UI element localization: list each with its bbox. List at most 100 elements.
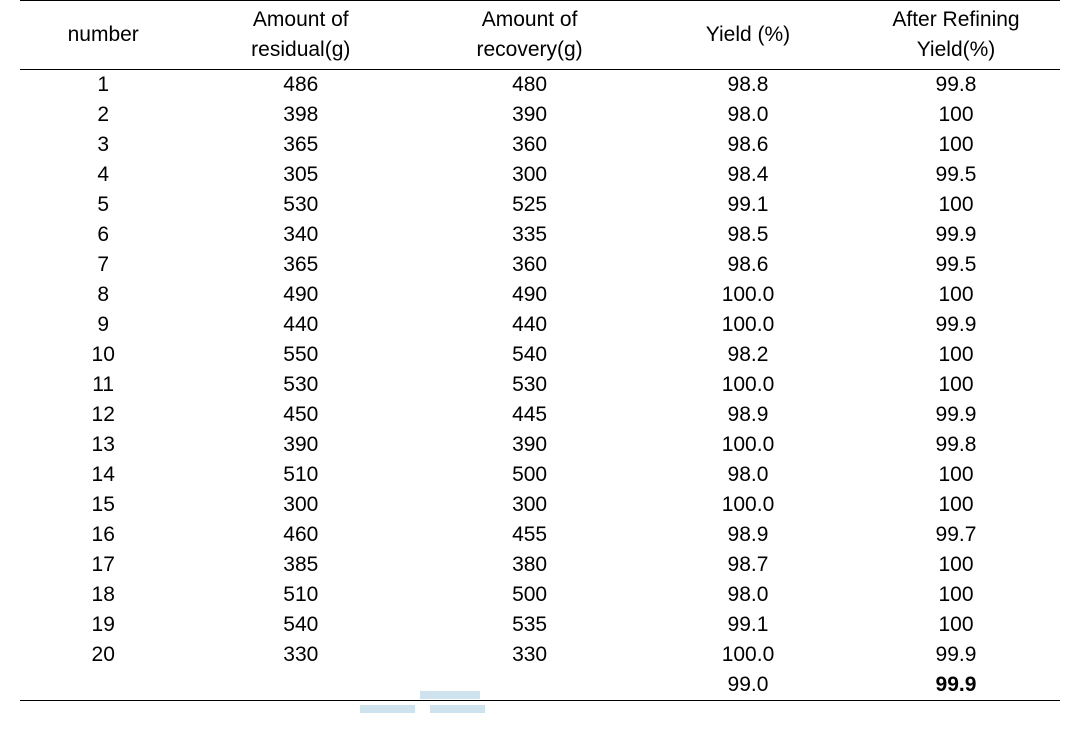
cell-after: 99.9	[852, 220, 1060, 250]
table-row: 1851050098.0100	[20, 580, 1060, 610]
cell-number: 15	[20, 490, 186, 520]
summary-cell-number	[20, 670, 186, 701]
cell-yield: 98.6	[644, 130, 852, 160]
cell-number: 16	[20, 520, 186, 550]
table-row: 1451050098.0100	[20, 460, 1060, 490]
cell-number: 1	[20, 70, 186, 101]
cell-after: 99.5	[852, 160, 1060, 190]
cell-recovery: 360	[415, 250, 644, 280]
cell-after: 99.5	[852, 250, 1060, 280]
cell-recovery: 380	[415, 550, 644, 580]
cell-after: 100	[852, 370, 1060, 400]
cell-number: 3	[20, 130, 186, 160]
table-row: 430530098.499.5	[20, 160, 1060, 190]
cell-number: 20	[20, 640, 186, 670]
decorative-bar	[360, 705, 415, 713]
cell-number: 8	[20, 280, 186, 310]
cell-recovery: 300	[415, 160, 644, 190]
cell-recovery: 540	[415, 340, 644, 370]
column-header-after: After RefiningYield(%)	[852, 1, 1060, 70]
cell-after: 100	[852, 580, 1060, 610]
cell-recovery: 335	[415, 220, 644, 250]
cell-residual: 510	[186, 460, 415, 490]
table-row: 13390390100.099.8	[20, 430, 1060, 460]
cell-number: 10	[20, 340, 186, 370]
cell-after: 100	[852, 460, 1060, 490]
cell-yield: 98.4	[644, 160, 852, 190]
cell-recovery: 455	[415, 520, 644, 550]
cell-after: 100	[852, 550, 1060, 580]
table-summary-row: 99.099.9	[20, 670, 1060, 701]
cell-after: 99.9	[852, 310, 1060, 340]
cell-yield: 98.0	[644, 100, 852, 130]
summary-cell-after: 99.9	[852, 670, 1060, 701]
cell-after: 100	[852, 340, 1060, 370]
cell-residual: 550	[186, 340, 415, 370]
cell-number: 17	[20, 550, 186, 580]
cell-residual: 510	[186, 580, 415, 610]
cell-number: 13	[20, 430, 186, 460]
cell-recovery: 445	[415, 400, 644, 430]
table-header-row: numberAmount ofresidual(g)Amount ofrecov…	[20, 1, 1060, 70]
cell-yield: 100.0	[644, 280, 852, 310]
cell-recovery: 500	[415, 580, 644, 610]
yield-table: numberAmount ofresidual(g)Amount ofrecov…	[20, 0, 1060, 701]
summary-cell-residual	[186, 670, 415, 701]
cell-number: 4	[20, 160, 186, 190]
table-row: 336536098.6100	[20, 130, 1060, 160]
cell-residual: 330	[186, 640, 415, 670]
cell-recovery: 535	[415, 610, 644, 640]
table-row: 634033598.599.9	[20, 220, 1060, 250]
decorative-marks	[20, 701, 1060, 723]
table-row: 1738538098.7100	[20, 550, 1060, 580]
cell-residual: 440	[186, 310, 415, 340]
cell-residual: 486	[186, 70, 415, 101]
table-row: 11530530100.0100	[20, 370, 1060, 400]
cell-after: 100	[852, 280, 1060, 310]
table-row: 553052599.1100	[20, 190, 1060, 220]
cell-after: 99.7	[852, 520, 1060, 550]
cell-yield: 98.5	[644, 220, 852, 250]
header-line: After Refining	[852, 5, 1060, 35]
header-line: recovery(g)	[415, 35, 644, 65]
cell-yield: 100.0	[644, 490, 852, 520]
column-header-recovery: Amount ofrecovery(g)	[415, 1, 644, 70]
cell-after: 100	[852, 610, 1060, 640]
cell-residual: 540	[186, 610, 415, 640]
cell-after: 99.9	[852, 400, 1060, 430]
cell-recovery: 360	[415, 130, 644, 160]
column-header-residual: Amount ofresidual(g)	[186, 1, 415, 70]
cell-residual: 300	[186, 490, 415, 520]
cell-yield: 98.9	[644, 520, 852, 550]
cell-yield: 100.0	[644, 640, 852, 670]
decorative-bar	[430, 705, 485, 713]
table-row: 1646045598.999.7	[20, 520, 1060, 550]
header-line: Yield(%)	[852, 35, 1060, 65]
cell-yield: 98.9	[644, 400, 852, 430]
cell-number: 14	[20, 460, 186, 490]
column-header-yield: Yield (%)	[644, 1, 852, 70]
cell-after: 99.9	[852, 640, 1060, 670]
cell-number: 2	[20, 100, 186, 130]
cell-yield: 100.0	[644, 430, 852, 460]
cell-number: 18	[20, 580, 186, 610]
table-row: 8490490100.0100	[20, 280, 1060, 310]
cell-yield: 100.0	[644, 370, 852, 400]
cell-residual: 385	[186, 550, 415, 580]
cell-yield: 98.2	[644, 340, 852, 370]
cell-after: 100	[852, 130, 1060, 160]
cell-yield: 99.1	[644, 610, 852, 640]
header-line: residual(g)	[186, 35, 415, 65]
cell-recovery: 440	[415, 310, 644, 340]
cell-yield: 98.0	[644, 460, 852, 490]
cell-recovery: 525	[415, 190, 644, 220]
cell-number: 12	[20, 400, 186, 430]
cell-after: 99.8	[852, 430, 1060, 460]
cell-residual: 305	[186, 160, 415, 190]
cell-residual: 530	[186, 190, 415, 220]
summary-cell-yield: 99.0	[644, 670, 852, 701]
cell-number: 7	[20, 250, 186, 280]
table-row: 9440440100.099.9	[20, 310, 1060, 340]
table-row: 1245044598.999.9	[20, 400, 1060, 430]
table-row: 15300300100.0100	[20, 490, 1060, 520]
